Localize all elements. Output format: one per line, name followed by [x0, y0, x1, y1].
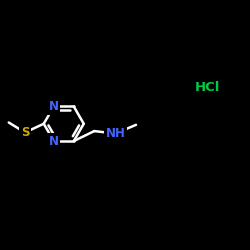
Text: NH: NH [106, 127, 126, 140]
Text: N: N [49, 134, 59, 147]
Text: HCl: HCl [195, 81, 220, 94]
Text: S: S [21, 126, 29, 139]
Text: N: N [49, 100, 59, 113]
